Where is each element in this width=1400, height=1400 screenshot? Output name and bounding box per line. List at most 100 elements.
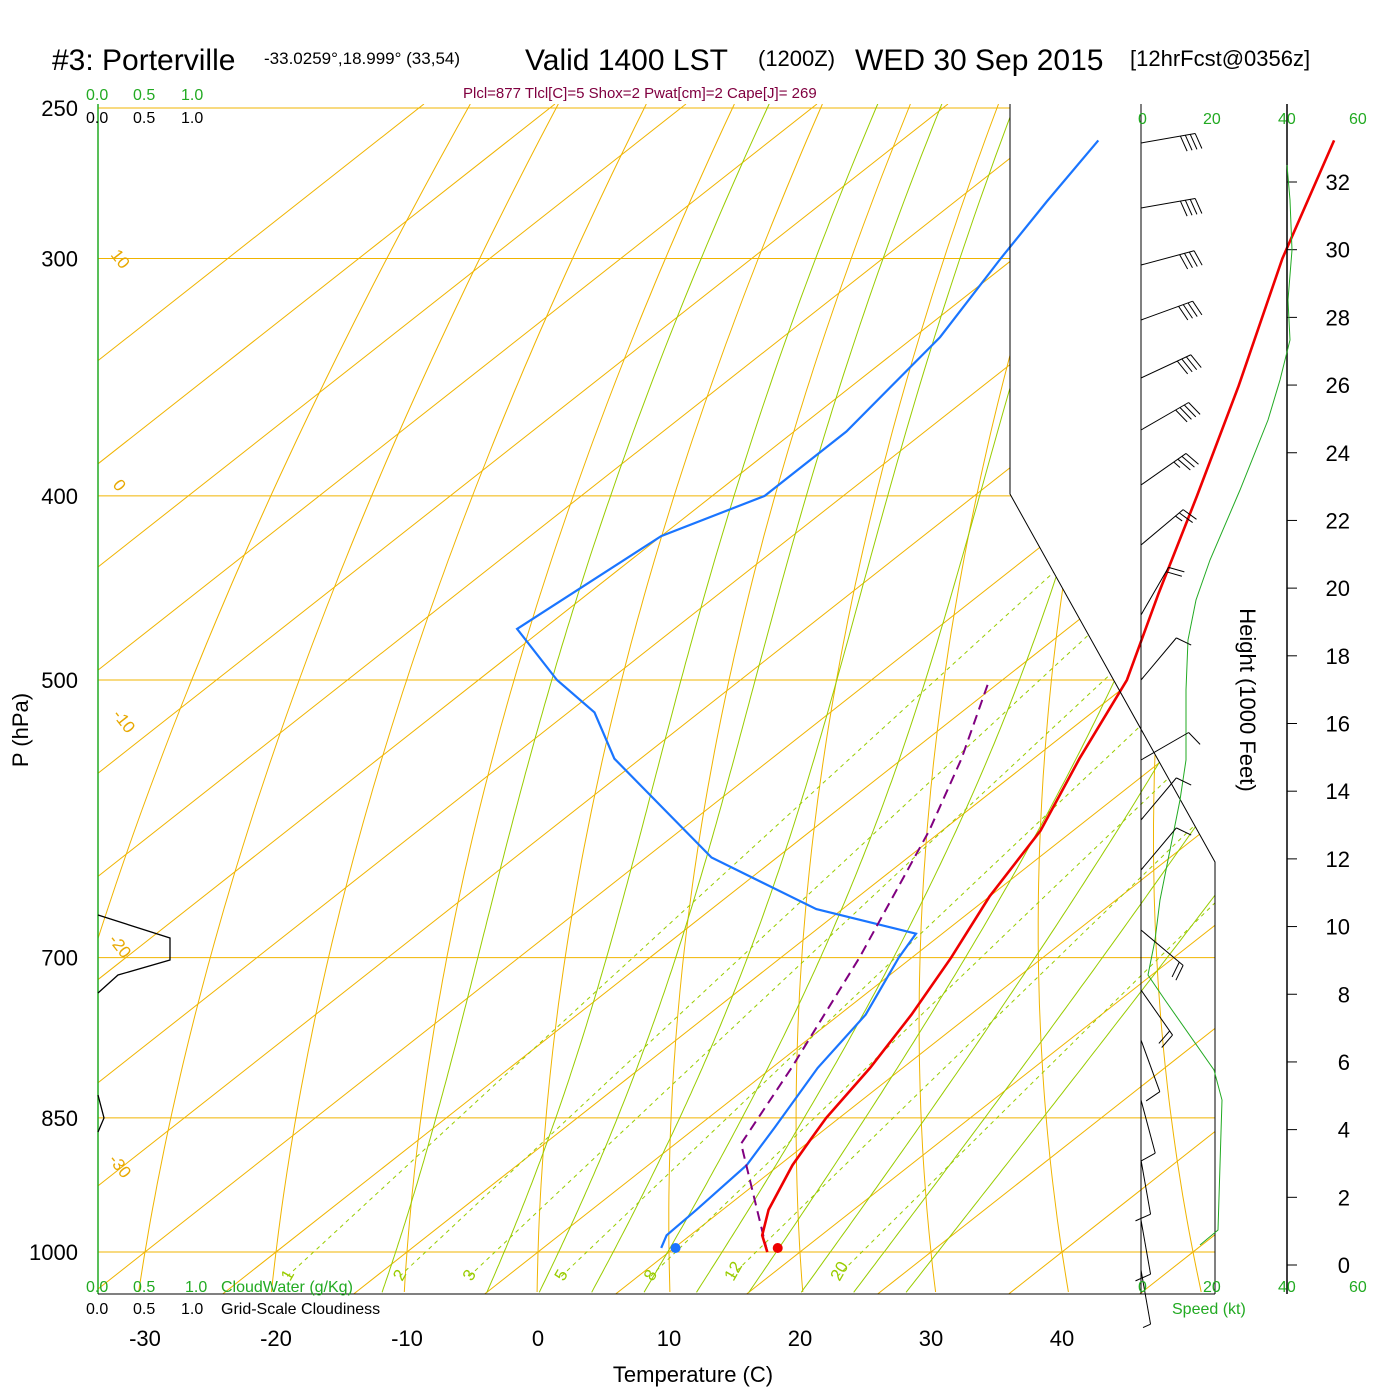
wind-barb-flag [1181, 358, 1193, 373]
wind-barb-10 [1140, 732, 1201, 761]
height-tick-4: 4 [1338, 1118, 1350, 1143]
temperature-tick-3: 0 [532, 1326, 544, 1351]
isotherm--100 [98, 104, 687, 568]
header-date: WED 30 Sep 2015 [855, 44, 1103, 77]
wind-barb-flag [1179, 254, 1189, 270]
isotherm--20 [222, 511, 1215, 1294]
isotherm--60 [98, 104, 1211, 981]
cloudiness-label: Grid-Scale Cloudiness [221, 1301, 380, 1318]
moist-adiabat--8 [381, 104, 770, 1293]
wind-barb-1 [1140, 197, 1203, 217]
wind-barb-flag [1179, 407, 1192, 420]
wind-barb-flag [1188, 402, 1201, 415]
wind-barb-staff [1140, 250, 1195, 266]
temperature-tick-4: 10 [657, 1326, 681, 1351]
wind-barb-flag [1192, 300, 1203, 316]
height-axis-title: Height (1000 Feet) [1235, 608, 1260, 791]
isotherm--40 [98, 305, 1215, 1187]
wind-barb-flag [1194, 198, 1203, 214]
temperature-tick-0: -30 [129, 1326, 161, 1351]
height-tick-10: 10 [1326, 915, 1350, 940]
wind-barb-13 [1140, 929, 1184, 981]
wind-barb-staff [1140, 402, 1189, 431]
isotherm--10 [353, 615, 1215, 1294]
height-tick-28: 28 [1326, 305, 1350, 330]
cloudwater-tick-bottom-1: 0.5 [133, 1279, 155, 1296]
wind-barb-flag [1181, 455, 1195, 468]
speed-tick-top-1: 20 [1203, 111, 1221, 128]
wind-barb-flag [1178, 306, 1189, 321]
dry-adiabat--20 [270, 104, 647, 1293]
wind-barb-flag [1177, 458, 1191, 471]
isotherm--90 [98, 104, 818, 671]
pressure-tick-250: 250 [41, 96, 78, 121]
wind-barb-staff [1140, 637, 1177, 681]
wind-barb-staff [1140, 1039, 1161, 1092]
wind-barb-flag [1182, 509, 1197, 520]
height-tick-8: 8 [1338, 982, 1350, 1007]
moist-adiabat-28 [853, 797, 1215, 1293]
wind-panel-mask [1010, 104, 1215, 862]
x-axis-title: Temperature (C) [613, 1362, 773, 1387]
cloudiness-tick-bottom-1: 0.5 [133, 1301, 155, 1318]
wind-barb-flag [1176, 827, 1192, 836]
y-axis-title: P (hPa) [8, 693, 33, 767]
surface-dewpoint-dot [670, 1243, 681, 1253]
isotherm--80 [98, 104, 949, 774]
height-tick-14: 14 [1326, 779, 1350, 804]
wind-barb-staff [1140, 989, 1173, 1036]
wind-barb-flag [1185, 453, 1199, 465]
speed-tick-bottom-1: 20 [1203, 1279, 1221, 1296]
dry-adiabat--40 [98, 104, 471, 941]
height-tick-18: 18 [1326, 644, 1350, 669]
wind-speed-profile [1147, 164, 1293, 1246]
wind-barb-staff [1140, 132, 1196, 144]
wind-barb-flag [1176, 637, 1192, 646]
mixing-ratio-5 [560, 654, 1215, 1277]
mixing-ratio-label-6: 20 [826, 1258, 852, 1284]
wind-barb-flag [1183, 404, 1197, 418]
height-tick-20: 20 [1326, 576, 1350, 601]
moist-adiabat-12 [643, 104, 1101, 1293]
speed-tick-bottom-2: 40 [1278, 1279, 1296, 1296]
stability-indices: Plcl=877 Tlcl[C]=5 Shox=2 Pwat[cm]=2 Cap… [463, 85, 817, 102]
wind-barb-flag [1182, 304, 1193, 319]
wind-barb-flag [1161, 1034, 1173, 1048]
height-tick-22: 22 [1326, 508, 1350, 533]
wind-barb-flag [1171, 961, 1180, 978]
dry-adiabat-20 [795, 104, 999, 1293]
wind-barb-staff [1140, 827, 1177, 871]
wind-barb-flag [1187, 302, 1198, 317]
height-tick-30: 30 [1326, 238, 1350, 263]
wind-barb-flag [1184, 253, 1193, 269]
wind-barb-3 [1140, 300, 1203, 321]
mixing-ratio-8 [650, 733, 1215, 1277]
pressure-tick-850: 850 [41, 1106, 78, 1131]
cloudwater-tick-top-1: 0.5 [133, 87, 155, 104]
header-zulu: (1200Z) [758, 46, 835, 71]
dry-adiabat--10 [403, 104, 735, 1293]
height-tick-12: 12 [1326, 847, 1350, 872]
wind-barb-staff [1140, 1269, 1152, 1325]
wind-barb-staff [1140, 1099, 1156, 1154]
wind-barb-19 [1140, 1269, 1152, 1328]
wind-barb-flag [1179, 135, 1188, 152]
wind-barb-flag [1193, 250, 1203, 266]
wind-barb-15 [1140, 1039, 1161, 1102]
height-tick-0: 0 [1338, 1253, 1350, 1278]
wind-barb-flag [1176, 360, 1189, 375]
cloudiness-profile-upper [97, 914, 171, 994]
wind-barb-flag [1168, 566, 1185, 573]
wind-barb-flag [1179, 512, 1193, 523]
wind-barb-8 [1140, 566, 1185, 616]
temperature-profile-line [760, 139, 1336, 1253]
header-coords: -33.0259°,18.999° (33,54) [264, 49, 460, 68]
speed-tick-top-3: 60 [1349, 111, 1367, 128]
height-tick-16: 16 [1326, 712, 1350, 737]
moist-adiabat-8 [591, 104, 1016, 1293]
wind-barb-half-flag [1173, 461, 1181, 468]
wind-barb-staff [1140, 354, 1192, 379]
wind-barb-flag [1184, 199, 1193, 216]
header-valid: Valid 1400 LST [525, 44, 728, 77]
